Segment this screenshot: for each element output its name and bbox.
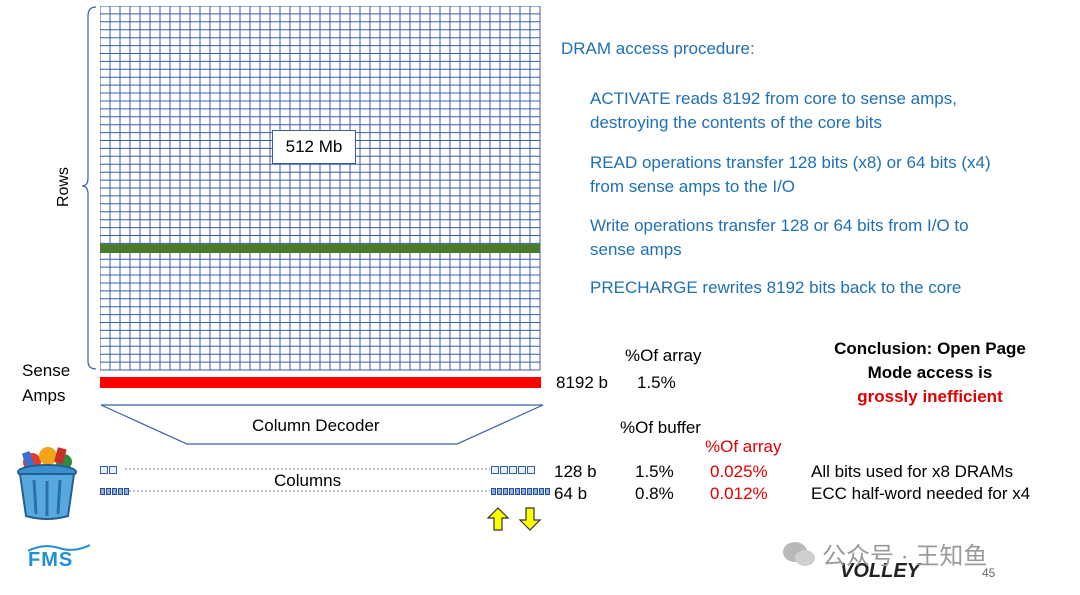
row-64-buffer: 0.8% [635,484,674,503]
procedure-title: DRAM access procedure: [561,39,755,58]
sense-amps-bits: 8192 b [556,373,608,392]
column-bits-64-left [100,488,129,495]
memory-array-grid [100,6,541,371]
row-128-note: All bits used for x8 DRAMs [811,462,1014,481]
conclusion-line1: Conclusion: Open Page [834,339,1026,358]
row-128-bits: 128 b [554,462,597,481]
up-arrow-icon [486,507,510,531]
trash-can-icon [17,447,77,520]
wechat-icon [783,541,815,566]
step-write: Write operations transfer 128 or 64 bits… [590,216,969,259]
column-bits-128-right [491,466,535,474]
step-read: READ operations transfer 128 bits (x8) o… [590,153,991,196]
row-128-array: 0.025% [710,462,768,481]
conclusion-line3: grossly inefficient [857,387,1003,406]
header-pct-of-array-red: %Of array [705,437,782,456]
column-decoder-shape [100,404,544,445]
column-decoder-label: Column Decoder [252,416,380,435]
sense-amps-label-line2: Amps [22,386,66,405]
rows-bracket [81,6,97,370]
highlighted-row [100,244,540,253]
rows-label: Rows [55,167,72,208]
row-64-bits: 64 b [554,484,588,503]
down-arrow-icon [518,507,542,531]
sense-amps-bar [100,377,541,388]
sense-amps-pct-array: 1.5% [637,373,676,392]
row-64-note: ECC half-word needed for x4 [811,484,1031,503]
procedure-steps: ACTIVATE reads 8192 from core to sense a… [590,87,991,300]
fms-wave-icon [28,544,90,552]
header-pct-of-buffer: %Of buffer [620,418,701,437]
watermark: 公众号 · 王知鱼 [782,536,987,571]
column-bits-128-left [100,466,117,474]
column-lines [125,468,490,492]
columns-label: Columns [274,471,342,490]
array-size-label: 512 Mb [272,130,356,164]
volley-logo: VOLLEY [840,560,921,582]
fms-logo: FMS [28,544,90,572]
sense-amps-label-line1: Sense [22,361,71,380]
conclusion-box: Conclusion: Open Page Mode access is gro… [820,337,1040,409]
step-precharge: PRECHARGE rewrites 8192 bits back to the… [590,278,962,297]
conclusion-line2: Mode access is [867,363,993,382]
column-bits-64-right [491,488,550,495]
row-64-array: 0.012% [710,484,768,503]
step-activate: ACTIVATE reads 8192 from core to sense a… [590,89,957,132]
page-number: 45 [982,566,996,580]
row-128-buffer: 1.5% [635,462,674,481]
header-pct-of-array: %Of array [625,346,702,365]
